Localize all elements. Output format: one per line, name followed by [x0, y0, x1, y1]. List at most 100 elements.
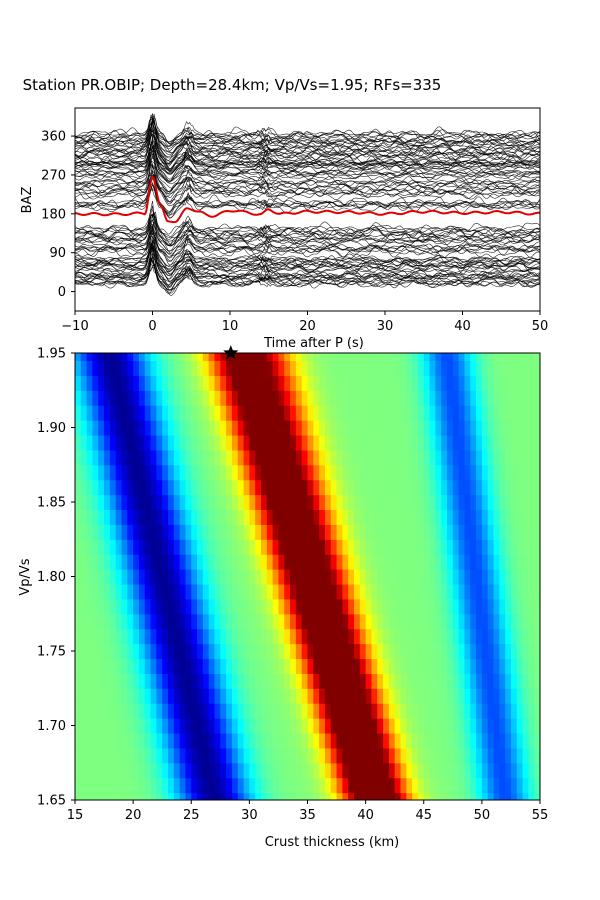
- hk-cell: [290, 569, 297, 585]
- hk-cell: [406, 628, 413, 645]
- hk-cell: [464, 747, 471, 764]
- hk-cell: [359, 583, 367, 600]
- hk-cell: [330, 658, 338, 674]
- hk-cell: [476, 658, 483, 674]
- hk-cell: [80, 598, 88, 615]
- hk-cell: [261, 762, 268, 779]
- hk-cell: [394, 777, 402, 794]
- hk-cell: [464, 628, 471, 645]
- hk-cell: [435, 792, 442, 800]
- hk-cell: [458, 658, 466, 674]
- hk-cell: [144, 494, 152, 511]
- hk-cell: [464, 449, 471, 466]
- hk-cell: [92, 732, 99, 749]
- hk-cell: [359, 598, 367, 615]
- hk-cell: [150, 673, 157, 689]
- hk-cell: [214, 449, 221, 466]
- hk-cell: [452, 747, 460, 764]
- hk-cell: [127, 449, 134, 466]
- hk-cell: [423, 539, 431, 555]
- hk-cell: [359, 539, 367, 555]
- hk-cell: [261, 390, 268, 406]
- hk-cell: [168, 360, 175, 376]
- hk-cell: [261, 464, 268, 481]
- hk-cell: [365, 524, 373, 540]
- hk-cell: [278, 718, 285, 734]
- hk-cell: [231, 524, 239, 540]
- hk-cell: [173, 583, 181, 600]
- hk-cell: [231, 353, 239, 362]
- hk-cell: [487, 464, 495, 481]
- hk-cell: [191, 524, 198, 540]
- hk-cell: [313, 360, 320, 376]
- rf-trace: [75, 229, 540, 259]
- hk-cell: [115, 762, 123, 779]
- hk-cell: [476, 688, 483, 704]
- hk-cell: [249, 539, 256, 555]
- hk-cell: [290, 420, 297, 436]
- hk-cell: [470, 732, 477, 749]
- hk-cell: [313, 494, 320, 511]
- hk-cell: [144, 583, 152, 600]
- hk-cell: [144, 360, 152, 376]
- hk-cell: [237, 628, 245, 645]
- hk-cell: [197, 673, 204, 689]
- hk-cell: [406, 718, 413, 734]
- hk-cell: [109, 569, 117, 585]
- hk-cell: [133, 688, 140, 704]
- hk-cell: [231, 673, 239, 689]
- hk-cell: [98, 777, 105, 794]
- rf-stack-trace-group: [75, 175, 540, 224]
- hk-cell: [185, 554, 192, 570]
- hk-cell: [191, 434, 198, 451]
- hk-cell: [522, 718, 529, 734]
- hk-cell: [324, 658, 332, 674]
- hk-cell: [447, 673, 454, 689]
- hk-cell: [249, 732, 256, 749]
- hk-cell: [383, 494, 390, 511]
- rf-trace: [75, 134, 540, 167]
- hk-cell: [324, 494, 332, 511]
- hk-cell: [458, 598, 466, 615]
- hk-cell: [510, 569, 518, 585]
- hk-cell: [185, 420, 192, 436]
- hk-cell: [144, 554, 152, 570]
- hk-cell: [330, 420, 338, 436]
- hk-cell: [156, 732, 163, 749]
- hk-cell: [447, 420, 454, 436]
- hk-cell: [383, 405, 390, 421]
- hk-cell: [185, 583, 192, 600]
- hk-cell: [516, 792, 524, 800]
- hk-cell: [220, 539, 227, 555]
- hk-cell: [377, 658, 384, 674]
- hk-cell: [487, 703, 495, 719]
- hk-cell: [406, 524, 413, 540]
- hk-cell: [458, 524, 466, 540]
- hk-cell: [168, 524, 175, 540]
- hk-cell: [336, 792, 343, 800]
- hk-cell: [133, 792, 140, 800]
- hk-cell: [197, 390, 204, 406]
- hk-cell: [231, 658, 239, 674]
- hk-cell: [388, 732, 396, 749]
- hk-cell: [388, 509, 396, 525]
- hk-cell: [185, 434, 192, 451]
- hk-cell: [400, 598, 407, 615]
- hk-cell: [464, 390, 471, 406]
- hk-cell: [121, 732, 128, 749]
- hk-cell: [324, 777, 332, 794]
- hk-cell: [452, 479, 460, 496]
- hk-cell: [365, 569, 373, 585]
- hk-cell: [470, 464, 477, 481]
- hk-cell: [470, 792, 477, 800]
- hk-cell: [505, 353, 512, 362]
- hk-cell: [348, 509, 355, 525]
- hk-cell: [522, 658, 529, 674]
- hk-cell: [493, 569, 500, 585]
- hk-cell: [220, 673, 227, 689]
- hk-cell: [92, 405, 99, 421]
- hk-cell: [481, 405, 489, 421]
- hk-cell: [313, 569, 320, 585]
- hk-heatmap-cells: [75, 353, 540, 800]
- hk-cell: [528, 479, 535, 496]
